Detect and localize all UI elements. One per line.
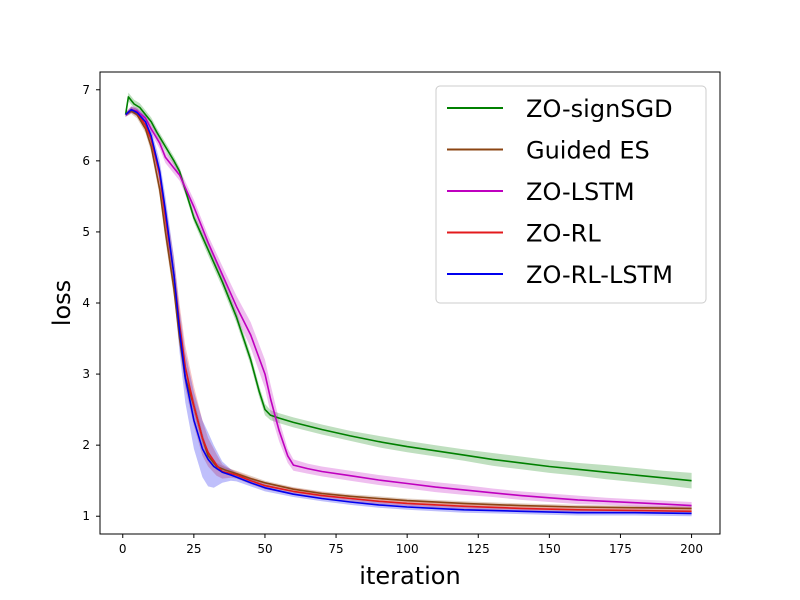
y-tick-label: 1: [82, 509, 90, 523]
zo-rl-lstm-line: [125, 108, 692, 515]
series-lines: [124, 96, 692, 515]
x-axis-ticks: 0 25 50 75 100 125 150 175 200: [119, 534, 703, 556]
y-axis-ticks: 1 2 3 4 5 6 7: [82, 83, 100, 523]
x-tick-label: 25: [186, 542, 201, 556]
legend-entries: ZO-signSGD Guided ES ZO-LSTM ZO-RL ZO-RL-LST…: [447, 95, 673, 289]
legend-label-zo-lstm: ZO-LSTM: [526, 178, 635, 206]
x-axis-title: iteration: [359, 562, 460, 590]
x-tick-label: 100: [396, 542, 419, 556]
legend-label-guided-es: Guided ES: [526, 137, 650, 165]
zo-signsgd-line: [124, 96, 692, 482]
x-tick-label: 175: [609, 542, 632, 556]
guided-es-line: [125, 110, 692, 510]
x-tick-label: 75: [328, 542, 343, 556]
confidence-bands: [125, 92, 692, 517]
y-axis-title: loss: [48, 280, 76, 326]
legend-label-zo-rl: ZO-RL: [526, 220, 601, 248]
legend: ZO-signSGD Guided ES ZO-LSTM ZO-RL ZO-RL-LST…: [435, 85, 707, 304]
x-tick-label: 150: [538, 542, 561, 556]
legend-label-zo-signsgd: ZO-signSGD: [526, 95, 673, 123]
legend-label-zo-rl-lstm: ZO-RL-LSTM: [526, 261, 673, 289]
y-tick-label: 6: [82, 154, 90, 168]
x-tick-label: 0: [119, 542, 127, 556]
x-tick-label: 200: [680, 542, 703, 556]
x-tick-label: 50: [257, 542, 272, 556]
y-tick-label: 4: [82, 296, 90, 310]
y-tick-label: 3: [82, 367, 90, 381]
y-tick-label: 7: [82, 83, 90, 97]
x-tick-label: 125: [467, 542, 490, 556]
zo-lstm-line: [125, 108, 692, 507]
y-tick-label: 5: [82, 225, 90, 239]
legend-box: [435, 85, 707, 304]
zo-lstm-band: [125, 106, 692, 510]
y-tick-label: 2: [82, 438, 90, 452]
